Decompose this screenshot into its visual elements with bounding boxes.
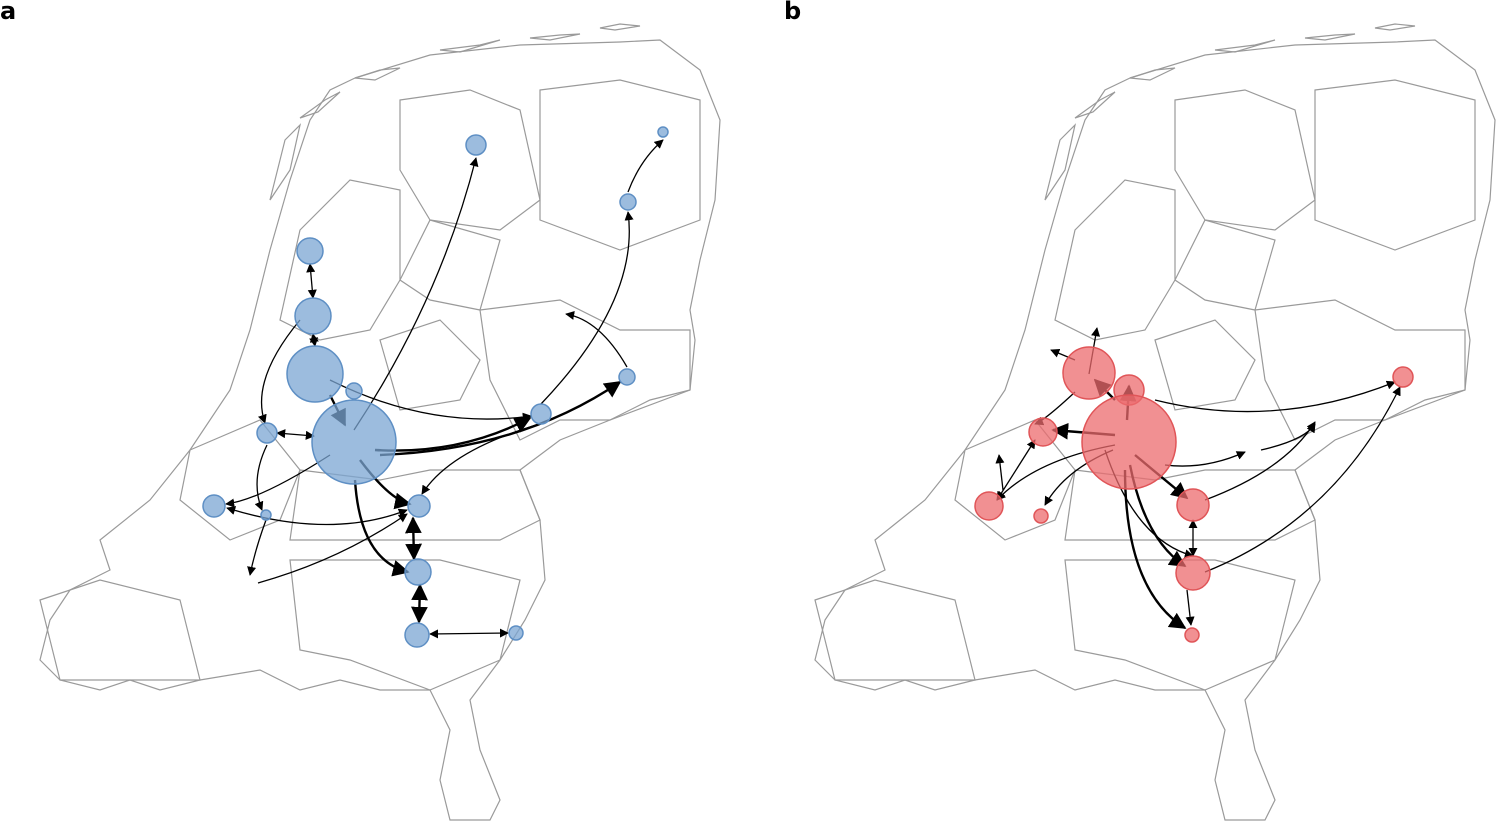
node <box>530 403 552 425</box>
node <box>296 237 324 265</box>
node <box>311 399 397 485</box>
node <box>260 509 272 521</box>
node <box>465 134 487 156</box>
node <box>1392 366 1414 388</box>
flows <box>995 327 1401 630</box>
node <box>1028 417 1058 447</box>
node <box>619 193 637 211</box>
node <box>407 494 431 518</box>
node <box>345 382 363 400</box>
panel-label: a <box>0 0 16 25</box>
map-b <box>814 23 1496 821</box>
map-a <box>39 23 721 821</box>
panel-label: b <box>784 0 801 25</box>
node <box>256 422 278 444</box>
node <box>1184 627 1200 643</box>
node <box>1033 508 1049 524</box>
node <box>202 494 226 518</box>
node <box>294 297 332 335</box>
node <box>508 625 524 641</box>
node <box>1176 488 1210 522</box>
node <box>657 126 669 138</box>
node <box>404 558 432 586</box>
node <box>974 491 1004 521</box>
node <box>1062 346 1116 400</box>
node <box>404 622 430 648</box>
node <box>1081 394 1177 490</box>
node <box>286 345 344 403</box>
nodes <box>974 346 1414 643</box>
nodes <box>202 126 669 648</box>
node <box>618 368 636 386</box>
node <box>1175 555 1211 591</box>
